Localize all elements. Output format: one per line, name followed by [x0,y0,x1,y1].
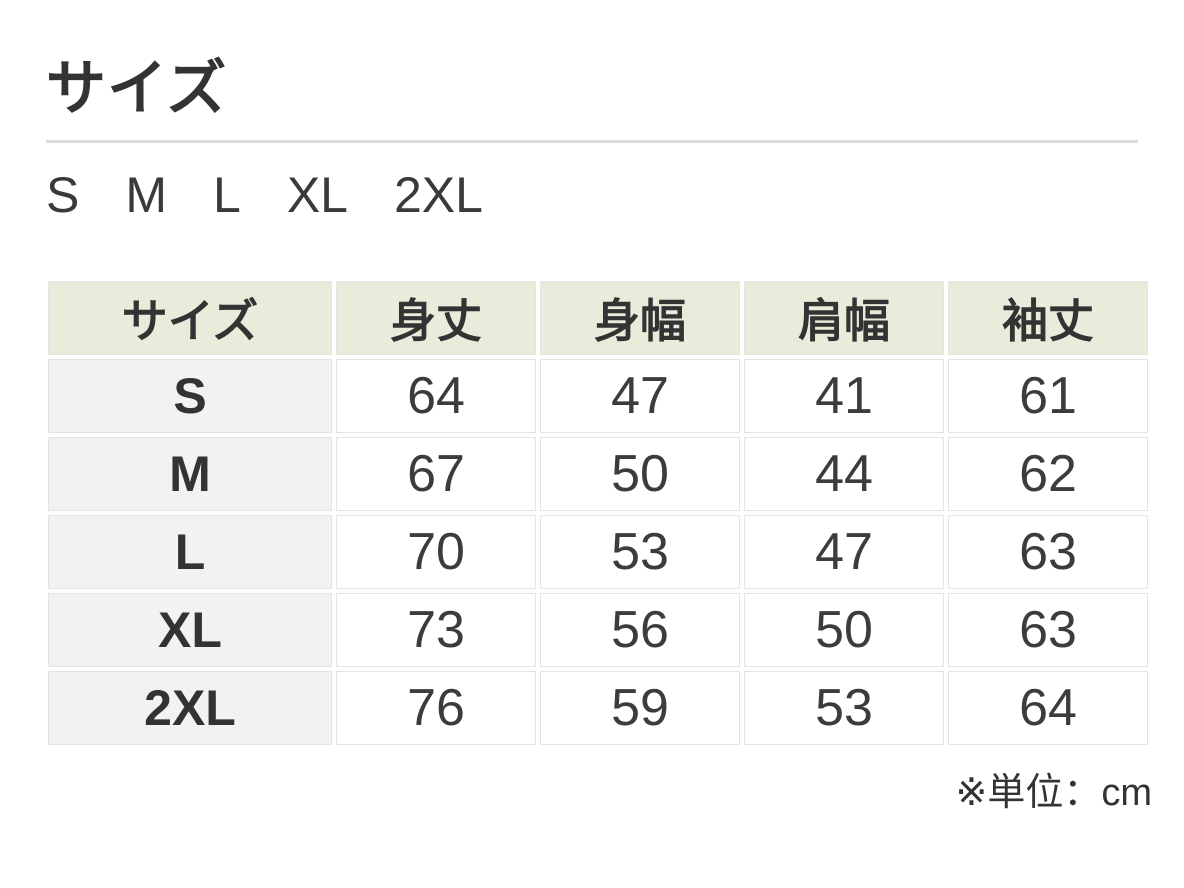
size-table: サイズ 身丈 身幅 肩幅 袖丈 S 64 47 41 61 M 67 50 44 62 L 70 53 47 63 X… [44,277,1152,749]
measurement-cell: 64 [948,671,1148,745]
column-header-3: 肩幅 [744,281,944,355]
measurement-cell: 41 [744,359,944,433]
unit-note: ※単位：cm [955,772,1153,814]
measurement-cell: 47 [540,359,740,433]
row-size-label: S [48,359,332,433]
measurement-cell: 63 [948,593,1148,667]
header-row: サイズ 身丈 身幅 肩幅 袖丈 [48,281,1148,355]
table-row-2xl: 2XL 76 59 53 64 [48,671,1148,745]
measurement-cell: 50 [744,593,944,667]
measurement-cell: 63 [948,515,1148,589]
size-table-body: S 64 47 41 61 M 67 50 44 62 L 70 53 47 63 XL 73 56 50 63 2XL… [48,359,1148,745]
column-header-1: 身丈 [336,281,536,355]
row-size-label: 2XL [48,671,332,745]
size-option-l: L [213,167,241,223]
size-option-s: S [46,167,80,223]
measurement-cell: 59 [540,671,740,745]
table-row-l: L 70 53 47 63 [48,515,1148,589]
size-option-2xl: 2XL [394,167,483,223]
measurement-cell: 67 [336,437,536,511]
column-header-2: 身幅 [540,281,740,355]
measurement-cell: 76 [336,671,536,745]
measurement-cell: 53 [540,515,740,589]
measurement-cell: 61 [948,359,1148,433]
table-row-s: S 64 47 41 61 [48,359,1148,433]
column-header-4: 袖丈 [948,281,1148,355]
measurement-cell: 56 [540,593,740,667]
row-size-label: XL [48,593,332,667]
size-option-m: M [125,167,168,223]
measurement-cell: 44 [744,437,944,511]
measurement-cell: 53 [744,671,944,745]
measurement-cell: 62 [948,437,1148,511]
measurement-cell: 70 [336,515,536,589]
size-chart-content: サイズ S M L XL 2XL サイズ 身丈 身幅 肩幅 袖丈 S 64 47 41 61 M 67 50 4… [44,56,1152,816]
table-row-m: M 67 50 44 62 [48,437,1148,511]
size-option-xl: XL [286,167,348,223]
row-size-label: M [48,437,332,511]
row-size-label: L [48,515,332,589]
measurement-cell: 73 [336,593,536,667]
size-options-list: S M L XL 2XL [46,165,1152,225]
section-title: サイズ [46,56,1138,143]
measurement-cell: 47 [744,515,944,589]
column-header-0: サイズ [48,281,332,355]
measurement-cell: 64 [336,359,536,433]
measurement-cell: 50 [540,437,740,511]
size-table-head: サイズ 身丈 身幅 肩幅 袖丈 [48,281,1148,355]
table-row-xl: XL 73 56 50 63 [48,593,1148,667]
